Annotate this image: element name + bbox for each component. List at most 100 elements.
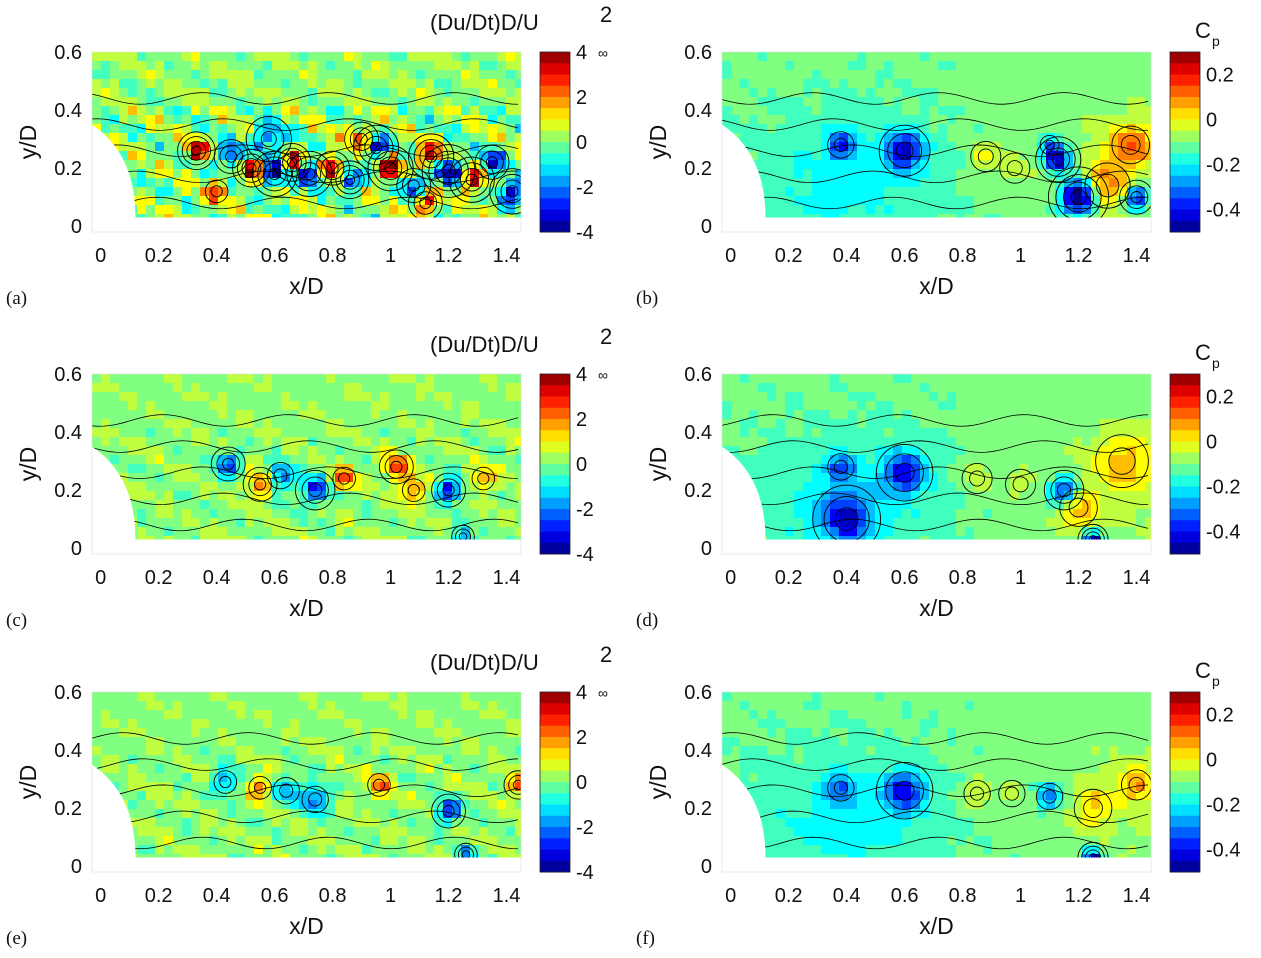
contour-ring xyxy=(297,162,322,186)
colorbar-tick-label: -0.2 xyxy=(1206,477,1240,499)
contour-ring xyxy=(875,443,934,502)
colorbar: 0.2 0 -0.2 -0.4 xyxy=(1169,51,1240,233)
y-tick-label: 0 xyxy=(701,856,712,878)
x-tick-label: 0 xyxy=(725,567,736,589)
x-tick-label: 0.6 xyxy=(891,245,919,267)
colorbar-band xyxy=(1170,804,1200,817)
contour-ring xyxy=(407,484,420,497)
colorbar-band xyxy=(1170,827,1200,839)
colorbar-band xyxy=(540,827,570,839)
y-tick-label: 0.2 xyxy=(684,480,712,502)
contour-ring xyxy=(827,774,855,802)
contour-ring xyxy=(251,150,298,198)
y-axis-title: y/D xyxy=(645,765,671,800)
contour-ring xyxy=(262,162,287,186)
contour-ring xyxy=(503,770,521,800)
colorbar-title-subscript: ∞ xyxy=(598,45,608,61)
contour-ring xyxy=(291,156,327,192)
contour-field xyxy=(92,52,521,232)
colorbar-band xyxy=(1170,198,1200,210)
contour-ring xyxy=(279,783,294,798)
contour-line xyxy=(92,518,519,532)
colorbar-tick-label: 0.2 xyxy=(1206,705,1234,727)
y-tick-label: 0.2 xyxy=(54,798,82,820)
colorbar: 4 2 0 -2 -4 xyxy=(539,42,594,244)
contour-field xyxy=(722,692,1151,872)
panel-b: 0 0.2 0.4 0.6 0.8 1 1.2 1.400.20.40.6x/Dy/D(b)0… xyxy=(636,18,1240,309)
colorbar-tick-label: 2 xyxy=(576,409,587,431)
x-tick-label: 0.4 xyxy=(833,567,861,589)
colorbar-title-subscript: p xyxy=(1212,355,1220,371)
panel-label: (b) xyxy=(636,288,658,309)
contour-line xyxy=(722,758,1149,771)
contour-ring xyxy=(961,462,993,495)
colorbar: 0.2 0 -0.2 -0.4 xyxy=(1169,373,1240,555)
contour-lines xyxy=(92,92,521,221)
x-tick-label: 1.4 xyxy=(493,885,521,907)
colorbar-band xyxy=(1170,497,1200,510)
x-axis-title: x/D xyxy=(289,913,324,939)
colorbar-band xyxy=(1170,407,1200,420)
colorbar-band xyxy=(540,142,570,154)
contour-ring xyxy=(465,173,478,186)
contour-line xyxy=(722,810,1149,824)
panel-a: 0 0.2 0.4 0.6 0.8 1 1.2 1.400.20.40.6x/Dy/D(a)4… xyxy=(6,2,612,309)
contour-ring xyxy=(442,484,455,497)
x-tick-label: 1.4 xyxy=(1123,245,1151,267)
contour-ring xyxy=(1050,476,1078,504)
colorbar-tick-label: -0.4 xyxy=(1206,840,1240,862)
x-tick-label: 0.2 xyxy=(775,885,803,907)
x-tick-label: 0.4 xyxy=(203,245,231,267)
contour-lines xyxy=(722,92,1151,228)
colorbar-band xyxy=(1170,464,1200,476)
colorbar-tick-label: 4 xyxy=(576,364,587,386)
x-tick-label: 0.6 xyxy=(891,567,919,589)
colorbar-tick-label: 0 xyxy=(576,454,587,476)
contour-ring xyxy=(827,453,855,481)
colorbar-band xyxy=(540,385,570,397)
contour-ring xyxy=(408,133,455,180)
colorbar-band xyxy=(540,509,570,521)
colorbar-title-subscript: p xyxy=(1212,673,1220,689)
contour-ring xyxy=(1044,139,1055,151)
y-axis-title: y/D xyxy=(645,447,671,482)
contour-ring xyxy=(485,156,499,169)
colorbar-tick-label: 0.2 xyxy=(1206,387,1234,409)
contour-ring xyxy=(434,157,463,185)
x-tick-label: 1.4 xyxy=(493,567,521,589)
colorbar-band xyxy=(1170,187,1200,199)
contour-ring xyxy=(500,179,521,204)
contour-ring xyxy=(1052,153,1065,166)
x-tick-label: 0.4 xyxy=(833,245,861,267)
panel-label: (a) xyxy=(6,288,27,309)
contour-ring xyxy=(1073,788,1113,828)
colorbar-title: (Du/Dt)D/U xyxy=(430,332,539,357)
contour-ring xyxy=(222,457,235,471)
contour-line xyxy=(722,836,1149,850)
y-axis-title: y/D xyxy=(15,447,41,482)
colorbar-band xyxy=(1170,374,1200,386)
colorbar-band xyxy=(540,520,570,532)
colorbar-band xyxy=(1170,542,1200,555)
x-tick-label: 1 xyxy=(1015,567,1026,589)
y-tick-label: 0.4 xyxy=(684,422,712,444)
contour-ring xyxy=(210,185,223,198)
colorbar-band xyxy=(1170,860,1200,873)
colorbar-title: (Du/Dt)D/U xyxy=(430,650,539,675)
colorbar-band xyxy=(1170,385,1200,397)
contour-ring xyxy=(266,461,295,490)
colorbar-band xyxy=(540,815,570,828)
colorbar-title-superscript: 2 xyxy=(600,324,612,349)
plot-frame xyxy=(91,51,522,233)
contour-ring xyxy=(494,173,521,209)
panel-label: (e) xyxy=(6,928,27,949)
contour-line xyxy=(92,196,519,210)
contour-ring xyxy=(878,124,931,177)
x-tick-label: 0.6 xyxy=(261,885,289,907)
x-axis-title: x/D xyxy=(919,595,954,621)
y-axis-title: y/D xyxy=(15,765,41,800)
contour-ring xyxy=(384,162,397,175)
contour-ring xyxy=(340,169,360,190)
colorbar-band xyxy=(540,419,570,431)
colorbar-band xyxy=(1170,475,1200,487)
